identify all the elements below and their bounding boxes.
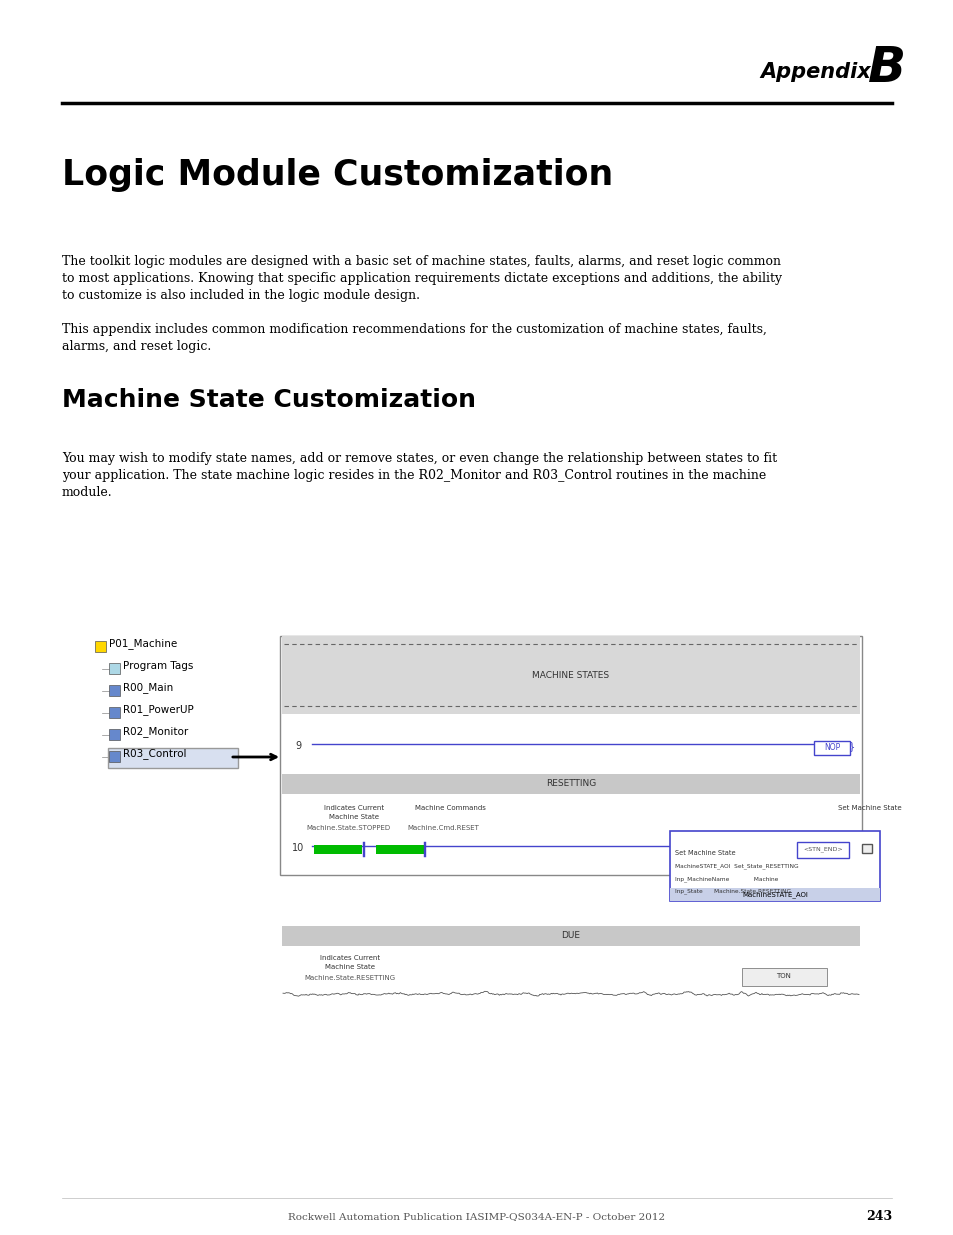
Bar	[282, 926, 859, 946]
Bar	[314, 845, 361, 853]
Text: Machine State Customization: Machine State Customization	[62, 388, 476, 412]
Text: Machine State: Machine State	[329, 814, 378, 820]
Bar	[282, 636, 859, 714]
Bar	[813, 741, 849, 755]
Bar	[108, 748, 237, 768]
Bar	[669, 831, 879, 902]
Text: Set Machine State: Set Machine State	[675, 850, 735, 856]
Text: Inp_MachineName             Machine: Inp_MachineName Machine	[675, 876, 778, 882]
Text: DUE: DUE	[561, 931, 579, 941]
Text: 9: 9	[294, 741, 301, 751]
Text: R02_Monitor: R02_Monitor	[123, 726, 188, 737]
Text: MachineSTATE_AOI  Set_State_RESETTING: MachineSTATE_AOI Set_State_RESETTING	[675, 863, 798, 869]
Text: }: }	[848, 741, 854, 751]
Text: your application. The state machine logic resides in the R02_Monitor and R03_Con: your application. The state machine logi…	[62, 469, 765, 482]
Text: to customize is also included in the logic module design.: to customize is also included in the log…	[62, 289, 419, 303]
Text: Indicates Current: Indicates Current	[319, 955, 379, 961]
Text: R03_Control: R03_Control	[123, 748, 186, 760]
Text: MACHINE STATES: MACHINE STATES	[532, 672, 609, 680]
Text: TON: TON	[776, 973, 791, 979]
Text: R01_PowerUP: R01_PowerUP	[123, 704, 193, 715]
Text: Rockwell Automation Publication IASIMP-QS034A-EN-P - October 2012: Rockwell Automation Publication IASIMP-Q…	[288, 1213, 665, 1221]
Bar	[109, 751, 120, 762]
Text: P01_Machine: P01_Machine	[109, 638, 177, 650]
Text: NOP: NOP	[823, 742, 840, 752]
Bar	[109, 729, 120, 740]
Bar	[280, 636, 862, 876]
Bar	[862, 844, 871, 853]
Bar	[109, 685, 120, 697]
Text: The toolkit logic modules are designed with a basic set of machine states, fault: The toolkit logic modules are designed w…	[62, 254, 781, 268]
Text: Machine.State.STOPPED: Machine.State.STOPPED	[306, 825, 390, 831]
Text: Machine State: Machine State	[325, 965, 375, 969]
Text: alarms, and reset logic.: alarms, and reset logic.	[62, 340, 211, 353]
Text: Inp_State      Machine.State.RESETTING: Inp_State Machine.State.RESETTING	[675, 888, 790, 894]
Text: Logic Module Customization: Logic Module Customization	[62, 158, 613, 191]
Text: MachineSTATE_AOI: MachineSTATE_AOI	[741, 892, 807, 898]
Text: 243: 243	[865, 1210, 891, 1224]
Text: Indicates Current: Indicates Current	[324, 805, 384, 811]
Text: Machine.Cmd.RESET: Machine.Cmd.RESET	[407, 825, 478, 831]
Text: Machine Commands: Machine Commands	[415, 805, 485, 811]
Text: RESETTING: RESETTING	[545, 779, 596, 788]
Text: 10: 10	[292, 844, 304, 853]
Text: B: B	[867, 44, 905, 91]
Text: Set Machine State: Set Machine State	[838, 805, 901, 811]
Text: Machine.State.RESETTING: Machine.State.RESETTING	[304, 974, 395, 981]
Text: Appendix: Appendix	[760, 62, 877, 82]
Text: R00_Main: R00_Main	[123, 683, 173, 694]
Text: module.: module.	[62, 487, 112, 499]
Bar	[109, 663, 120, 674]
Bar	[669, 888, 879, 902]
Text: This appendix includes common modification recommendations for the customization: This appendix includes common modificati…	[62, 324, 766, 336]
Bar	[375, 845, 423, 853]
Text: to most applications. Knowing that specific application requirements dictate exc: to most applications. Knowing that speci…	[62, 272, 781, 285]
Bar	[741, 968, 826, 986]
Bar	[796, 842, 848, 858]
Bar	[95, 641, 106, 652]
Text: Program Tags: Program Tags	[123, 661, 193, 671]
Bar	[282, 774, 859, 794]
Text: You may wish to modify state names, add or remove states, or even change the rel: You may wish to modify state names, add …	[62, 452, 777, 466]
Bar	[109, 706, 120, 718]
Text: <STN_END>: <STN_END>	[802, 846, 841, 852]
